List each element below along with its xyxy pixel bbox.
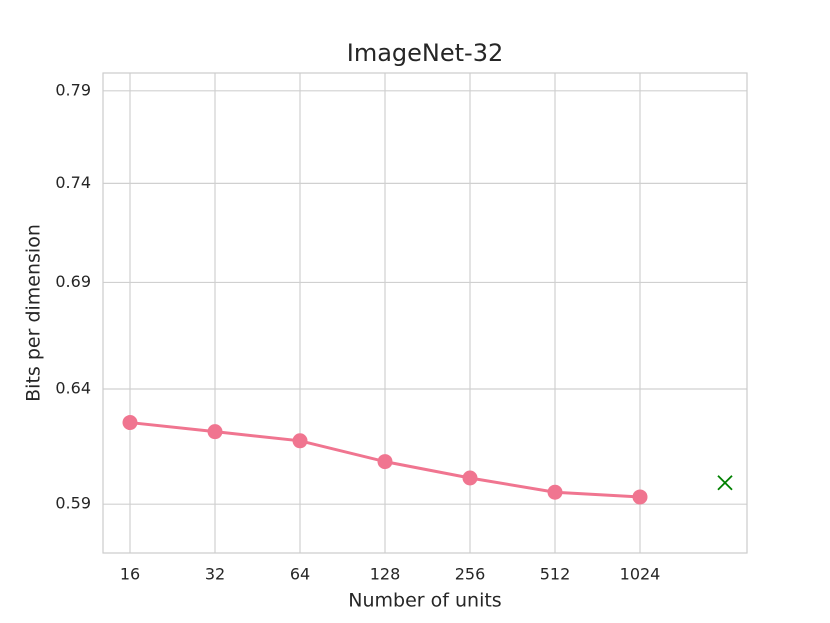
point <box>377 454 393 470</box>
point <box>122 415 138 431</box>
plot-frame <box>102 72 748 554</box>
y-tick-label: 0.74 <box>55 173 91 192</box>
x-tick-label: 512 <box>540 565 571 584</box>
x-tick-label: 32 <box>205 565 225 584</box>
x-tick-label: 1024 <box>620 565 661 584</box>
point <box>717 475 733 491</box>
y-tick-label: 0.59 <box>55 494 91 513</box>
x-tick-label: 256 <box>455 565 486 584</box>
x-tick-label: 64 <box>290 565 310 584</box>
y-tick-label: 0.69 <box>55 272 91 291</box>
x-axis-label: Number of units <box>348 590 501 612</box>
point <box>207 424 223 440</box>
x-tick-label: 128 <box>370 565 401 584</box>
chart-title: ImageNet-32 <box>347 39 504 67</box>
point <box>547 484 563 500</box>
y-tick-label: 0.64 <box>55 378 91 397</box>
x-tick-label: 16 <box>120 565 140 584</box>
y-axis-label: Bits per dimension <box>23 224 45 402</box>
point <box>292 433 308 449</box>
point <box>632 489 648 505</box>
point <box>462 470 478 486</box>
y-tick-label: 0.79 <box>55 80 91 99</box>
